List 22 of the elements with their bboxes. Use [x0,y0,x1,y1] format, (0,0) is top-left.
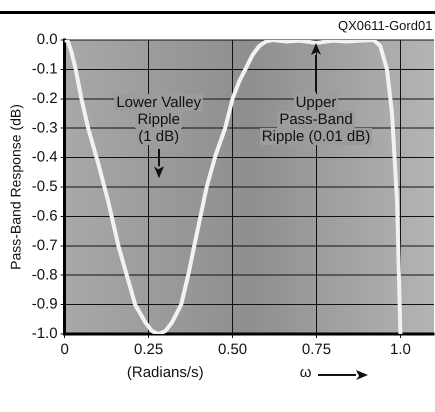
y-tick-label: -0.2 [32,90,58,107]
x-tick-label: 0.25 [134,341,164,358]
annotation: Upper Pass-Band Ripple (0.01 dB) [260,94,372,145]
y-tick-label: -0.7 [32,236,58,254]
y-tick-label: -0.3 [32,119,58,136]
y-tick-label: -0.6 [32,208,58,225]
annotation: Lower Valley Ripple (1 dB) [115,94,202,145]
x-tick-label: 0.50 [218,341,248,358]
y-tick-label: -0.1 [32,60,58,78]
text: ω [300,364,312,381]
text: QX0611-Gord01 [338,18,432,33]
y-tick-label: -0.5 [32,178,58,196]
y-tick-label: -0.8 [32,266,58,284]
x-tick-label: 0 [60,341,69,358]
y-tick-label: 0.0 [36,31,58,48]
y-tick-label: -0.9 [32,296,58,313]
y-tick-label: -0.4 [32,148,58,166]
y-axis-title: Pass-Band Response (dB) [7,104,24,270]
y-tick-label: -1.0 [32,325,58,342]
x-tick-label: 0.75 [302,341,332,358]
x-tick-label: 1.0 [390,341,411,358]
x-axis-title: (Radians/s) [126,364,204,381]
